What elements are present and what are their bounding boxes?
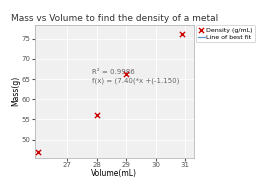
Y-axis label: Mass(g): Mass(g) <box>11 76 20 106</box>
Legend: Density (g/mL), Line of best fit: Density (g/mL), Line of best fit <box>196 25 255 42</box>
Density (g/mL) <box>35 151 40 154</box>
Density (g/mL) <box>180 32 185 36</box>
Title: Mass vs Volume to find the density of a metal: Mass vs Volume to find the density of a … <box>11 13 218 23</box>
Density (g/mL) <box>124 73 128 76</box>
Text: R² = 0.9986
f(x) = (7.40(*x +(-1.150): R² = 0.9986 f(x) = (7.40(*x +(-1.150) <box>92 69 180 84</box>
Density (g/mL) <box>94 114 99 117</box>
X-axis label: Volume(mL): Volume(mL) <box>92 169 137 178</box>
